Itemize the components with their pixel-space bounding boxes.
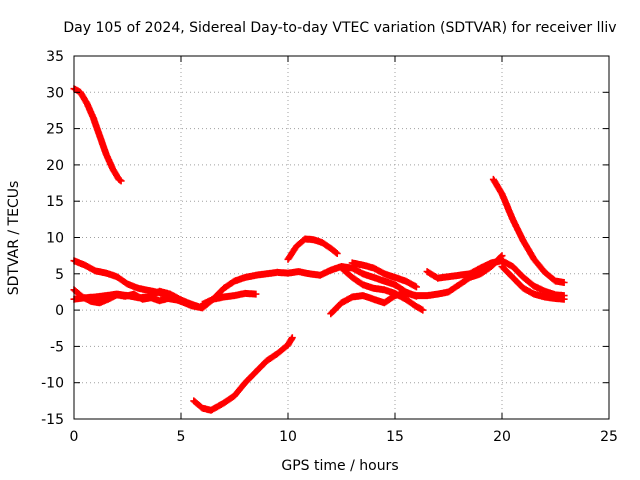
data-points: [338, 264, 427, 314]
data-points: [489, 175, 568, 286]
data-points: [190, 334, 296, 414]
chart-title: Day 105 of 2024, Sidereal Day-to-day VTE…: [63, 20, 616, 36]
y-tick-label: 35: [46, 49, 64, 65]
data-points: [327, 252, 506, 318]
y-tick-label: -15: [41, 412, 64, 428]
y-tick-label: -5: [50, 339, 64, 355]
x-tick-label: 20: [493, 429, 511, 445]
data-points: [498, 263, 568, 303]
y-tick-label: 20: [46, 158, 64, 174]
y-tick-label: 10: [46, 231, 64, 247]
series-track-9: [338, 264, 427, 314]
x-tick-label: 10: [279, 429, 297, 445]
series-track-5: [190, 334, 296, 414]
y-axis-label: SDTVAR / TECUs: [6, 181, 22, 296]
data-points: [284, 235, 341, 263]
x-tick-label: 5: [177, 429, 186, 445]
x-tick-label: 15: [386, 429, 404, 445]
series-track-10: [348, 259, 420, 291]
x-axis-ticks: 0 5 10 15 20 25: [70, 56, 618, 445]
grid-lines: [74, 56, 609, 419]
data-points: [70, 286, 189, 307]
x-axis-label: GPS time / hours: [281, 458, 398, 474]
data-points: [198, 289, 260, 308]
x-tick-label: 0: [70, 429, 79, 445]
series-track-13: [498, 263, 568, 303]
y-tick-label: 0: [55, 303, 64, 319]
series-track-6: [284, 235, 341, 263]
y-tick-label: 30: [46, 85, 64, 101]
y-tick-label: 15: [46, 194, 64, 210]
y-tick-label: -10: [41, 376, 64, 392]
series-track-11: [423, 257, 568, 300]
y-tick-label: 5: [55, 267, 64, 283]
series-track-8: [327, 252, 506, 318]
series-track-4: [70, 286, 189, 307]
y-tick-label: 25: [46, 122, 64, 138]
y-axis-ticks: -15 -10 -5 0 5 10 15 20 25 30 35: [41, 49, 609, 428]
series-track-7: [198, 289, 260, 308]
series-track-12: [489, 175, 568, 286]
series-track-1: [70, 85, 125, 185]
data-points: [423, 257, 568, 300]
data-points: [348, 259, 420, 291]
data-points: [70, 85, 125, 185]
data-series: [70, 85, 568, 414]
x-tick-label: 25: [600, 429, 618, 445]
